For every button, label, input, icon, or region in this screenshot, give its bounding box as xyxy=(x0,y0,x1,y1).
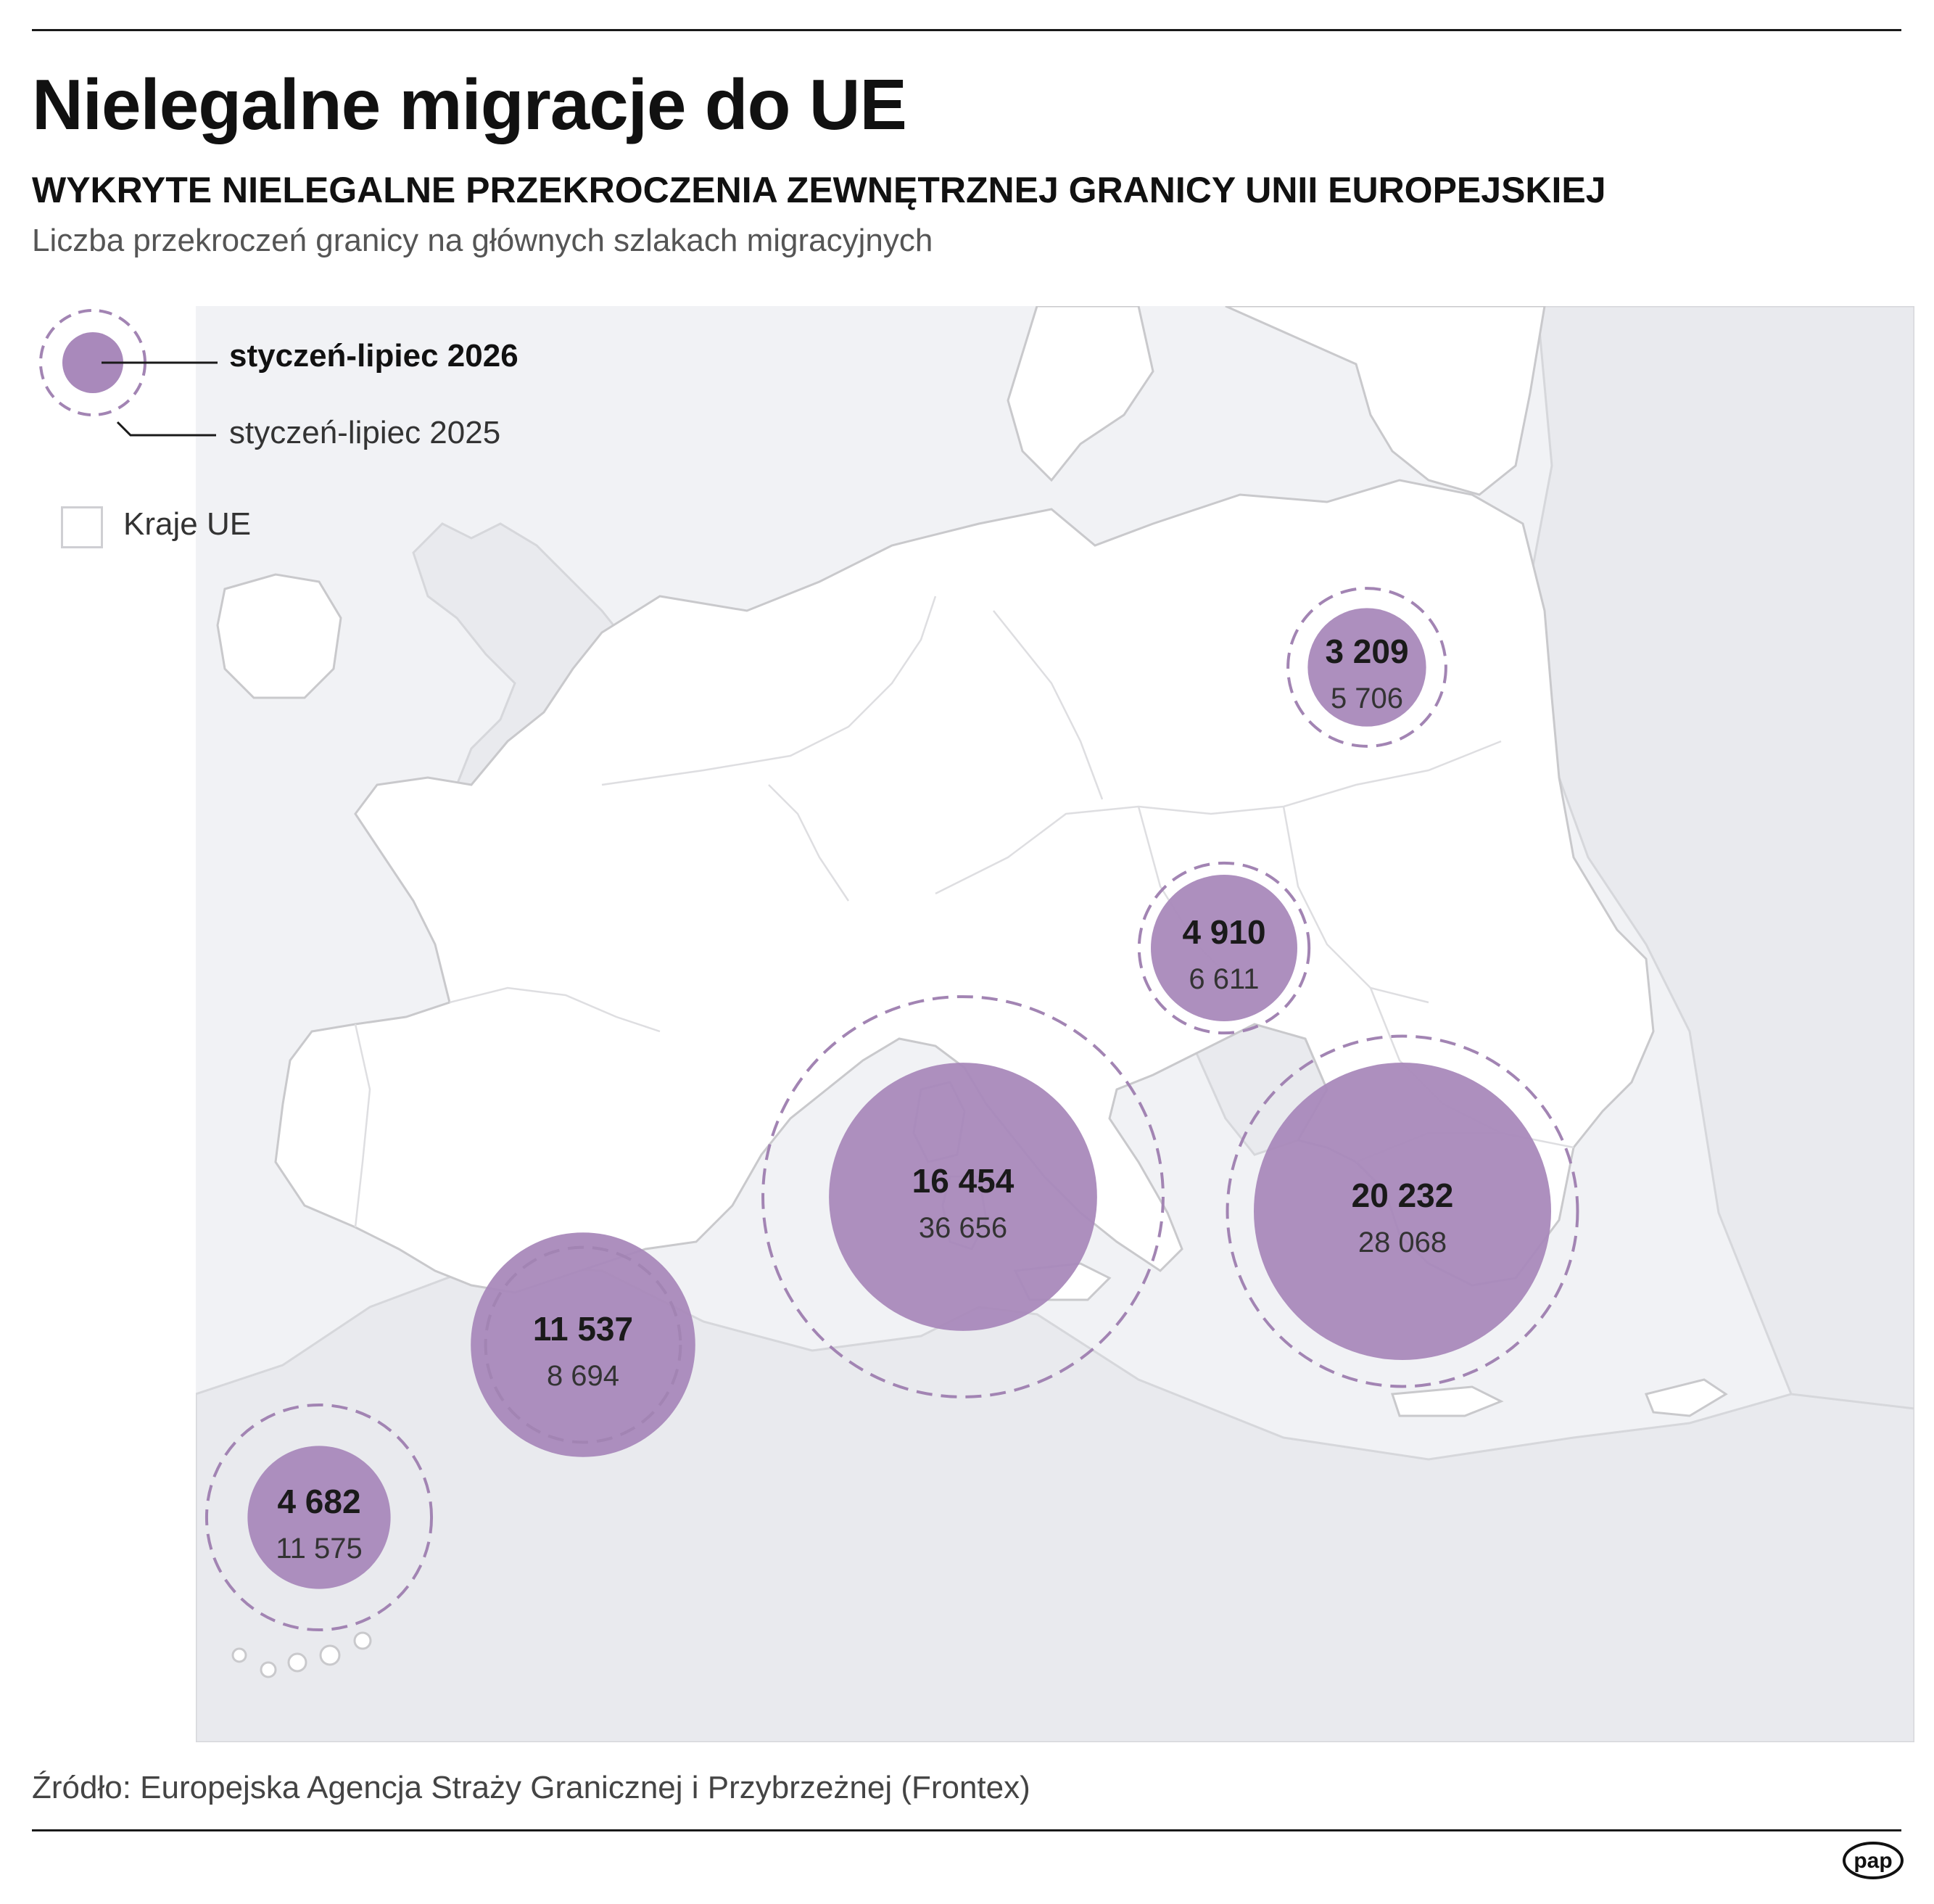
value-2025-label: 11 575 xyxy=(276,1533,362,1565)
value-2026-label: 3 209 xyxy=(1325,632,1408,670)
ring-2025 xyxy=(1137,861,1311,1035)
legend-previous-leader xyxy=(116,421,216,437)
page-subtitle: WYKRYTE NIELEGALNE PRZEKROCZENIA ZEWNĘTR… xyxy=(32,170,1606,210)
legend-current-label: styczeń-lipiec 2026 xyxy=(229,338,518,374)
route-bubble-1: 3 209 5 706 xyxy=(1286,587,1447,748)
legend-previous-label: styczeń-lipiec 2025 xyxy=(229,415,501,450)
pap-logo-text: pap xyxy=(1854,1849,1892,1873)
legend-current-bubble xyxy=(62,332,123,393)
value-2026-label: 11 537 xyxy=(533,1310,633,1348)
value-2025-label: 6 611 xyxy=(1189,963,1259,995)
ring-2025 xyxy=(1226,1034,1579,1388)
ring-2025 xyxy=(761,995,1165,1398)
route-bubble-3: 16 454 36 656 xyxy=(761,995,1165,1398)
legend-symbol xyxy=(39,309,218,437)
bottom-rule xyxy=(32,1829,1901,1831)
value-2026-label: 16 454 xyxy=(912,1162,1014,1200)
value-2026-label: 4 682 xyxy=(277,1483,360,1520)
page-description: Liczba przekroczeń granicy na głównych s… xyxy=(32,223,933,258)
europe-map: 3 209 5 706 4 910 6 611 16 454 36 656 20 232 28… xyxy=(196,306,1914,1742)
route-bubble-6: 4 682 11 575 xyxy=(204,1403,434,1632)
bubble-2026 xyxy=(1254,1063,1551,1360)
route-bubble-2: 4 910 6 611 xyxy=(1137,861,1311,1035)
bubble-2026 xyxy=(247,1446,391,1589)
top-rule xyxy=(32,29,1901,31)
legend-eu-swatch xyxy=(61,506,103,548)
ring-2025 xyxy=(204,1403,434,1632)
value-2025-label: 28 068 xyxy=(1358,1227,1447,1258)
bubble-2026 xyxy=(829,1063,1097,1331)
page-title: Nielegalne migracje do UE xyxy=(32,65,907,144)
value-2026-label: 4 910 xyxy=(1182,913,1265,951)
value-2026-label: 20 232 xyxy=(1352,1176,1454,1214)
value-2025-label: 8 694 xyxy=(547,1360,619,1392)
route-bubble-5: 11 537 8 694 xyxy=(471,1232,695,1457)
value-2025-label: 5 706 xyxy=(1331,683,1403,714)
value-2025-label: 36 656 xyxy=(919,1212,1007,1244)
pap-logo: pap xyxy=(1843,1842,1904,1879)
route-bubble-4: 20 232 28 068 xyxy=(1226,1034,1579,1388)
bubble-2026 xyxy=(471,1232,695,1457)
route-bubbles: 3 209 5 706 4 910 6 611 16 454 36 656 20 232 28… xyxy=(204,587,1579,1632)
legend-eu-label: Kraje UE xyxy=(123,506,252,542)
bubble-2026 xyxy=(1307,608,1426,727)
bubble-2026 xyxy=(1151,875,1297,1021)
ring-2025 xyxy=(1286,587,1447,748)
ring-2025 xyxy=(484,1245,682,1444)
source-note: Źródło: Europejska Agencja Straży Granic… xyxy=(32,1770,1030,1805)
